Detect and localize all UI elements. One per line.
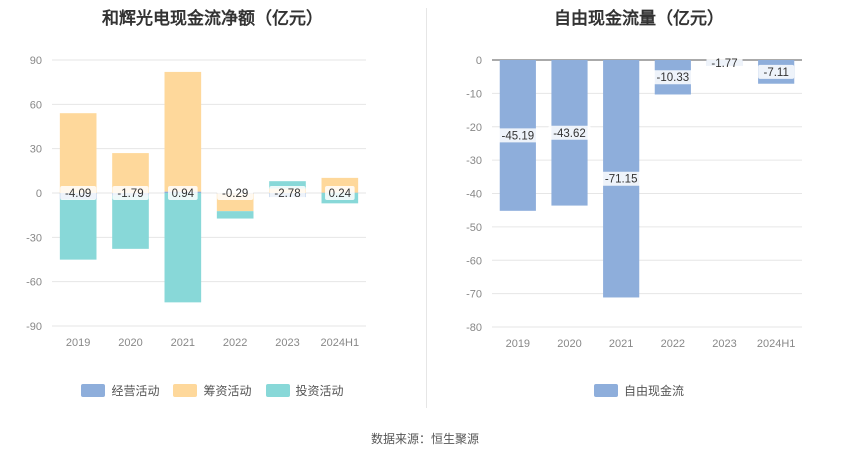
y-tick-label: -60 [466,255,482,267]
free-cashflow-plot: 0 -10 -20 -30 -40 -50 -60 -70 -80 2019 2020 2021 202… [466,55,802,350]
data-label-bg [60,186,97,200]
y-tick-label: -30 [26,232,42,244]
data-label-bg [706,55,743,70]
legend-label: 自由现金流 [623,384,684,398]
data-label-bg [168,186,198,200]
data-label-bg [651,70,695,85]
data-label: -7.11 [763,67,788,79]
data-label-bg [548,125,591,140]
y-tick-label: -20 [466,122,482,134]
y-tick-label: 30 [30,144,42,156]
x-tick-label: 2022 [223,337,247,349]
legend-item[interactable]: 经营活动 [81,382,159,399]
y-tick-label: 90 [30,55,42,67]
x-tick-label: 2022 [661,338,685,350]
net-cashflow-chart: 和辉光电现金流净额（亿元） 90 60 30 0 -30 -60 -90 2019 2020 20… [0,0,425,410]
bar [164,193,202,303]
y-tick-label: -90 [26,321,42,333]
chart-title: 和辉光电现金流净额（亿元） [102,9,323,28]
data-label: -1.77 [711,58,737,70]
legend-swatch [593,384,618,397]
data-label: -2.78 [274,188,300,200]
data-label: -10.33 [657,72,690,84]
x-tick-label: 2020 [118,337,142,349]
y-tick-label: -40 [466,189,482,201]
y-tick-label: -10 [466,88,482,100]
net-cashflow-plot: 90 60 30 0 -30 -60 -90 2019 2020 2021 2022 2023 2024… [26,55,366,349]
legend-swatch [265,384,290,397]
legend-swatch [173,384,198,397]
y-tick-label: -30 [466,155,482,167]
data-label-bg [496,128,540,143]
x-tick-label: 2021 [171,337,195,349]
data-label: 0.94 [172,188,195,200]
data-label-bg [112,186,149,200]
data-label-bg [325,186,355,200]
data-label-bg [758,64,795,79]
data-label: -0.29 [222,188,248,200]
data-label-bg [269,186,306,200]
chart-title: 自由现金流量（亿元） [554,9,724,28]
data-label: 0.24 [329,188,352,200]
y-tick-label: -50 [466,222,482,234]
data-label: -45.19 [502,130,535,142]
free-cashflow-chart: 自由现金流量（亿元） 0 -10 -20 -30 -40 -50 -60 -70 -80 2019… [428,0,850,410]
y-tick-label: -60 [26,277,42,289]
y-tick-label: 0 [476,55,482,67]
data-label: -43.62 [553,128,586,140]
x-tick-label: 2023 [712,338,736,350]
bar [164,71,202,192]
data-label-bg [599,171,643,186]
data-label: -4.09 [65,188,91,200]
x-tick-label: 2021 [609,338,633,350]
legend-label: 经营活动 [111,384,160,398]
y-tick-label: -80 [466,322,482,334]
x-tick-label: 2024H1 [321,337,360,349]
legend-item[interactable]: 筹资活动 [173,382,252,399]
legend-swatch [81,384,106,397]
legend-label: 筹资活动 [203,384,252,398]
data-source: 数据来源：恒生聚源 [370,432,479,446]
y-tick-label: 60 [30,99,42,111]
x-tick-label: 2023 [275,337,299,349]
bar [59,113,97,193]
data-label: -71.15 [605,174,638,186]
legend: 自由现金流 [428,382,850,399]
legend: 经营活动 筹资活动 投资活动 [0,382,425,399]
legend-label: 投资活动 [295,384,344,398]
bar [59,199,97,260]
data-label-bg [217,186,254,200]
x-tick-label: 2019 [66,337,90,349]
data-label: -1.79 [117,188,143,200]
bar [112,195,149,249]
x-tick-label: 2019 [506,338,530,350]
x-tick-label: 2024H1 [757,338,796,350]
panel-divider [426,8,427,408]
x-tick-label: 2020 [557,338,581,350]
bar [269,181,306,189]
y-tick-label: -70 [466,289,482,301]
legend-item[interactable]: 自由现金流 [593,382,684,399]
legend-item[interactable]: 投资活动 [265,382,344,399]
bar [216,211,254,219]
y-tick-label: 0 [36,188,42,200]
